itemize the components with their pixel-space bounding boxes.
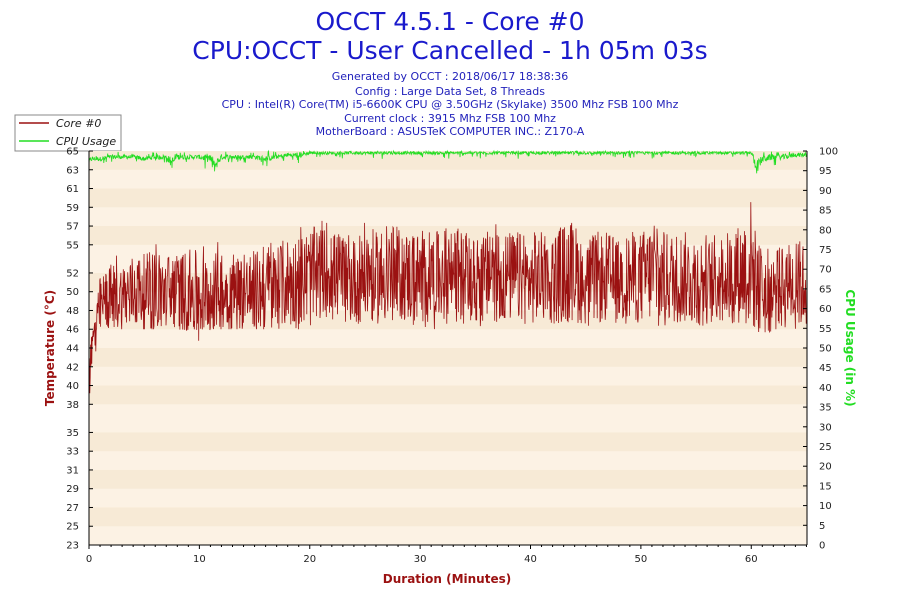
y-tick-label: 31 bbox=[66, 465, 79, 476]
y-tick-label: 63 bbox=[66, 165, 79, 176]
y-tick-label: 57 bbox=[66, 222, 79, 233]
y-tick-label: 29 bbox=[66, 484, 79, 495]
y-tick-label: 52 bbox=[66, 268, 79, 279]
x-tick-label: 40 bbox=[524, 554, 537, 565]
legend-label-core: Core #0 bbox=[56, 117, 101, 130]
core-temperature-series bbox=[88, 202, 808, 394]
legend-label-usage: CPU Usage bbox=[56, 135, 116, 148]
y2-tick-label: 100 bbox=[819, 147, 838, 158]
chart-title: OCCT 4.5.1 - Core #0 bbox=[316, 7, 585, 36]
y2-axis-label: CPU Usage (in %) bbox=[843, 289, 857, 406]
y-tick-label: 25 bbox=[66, 522, 79, 533]
chart-subtitle: CPU:OCCT - User Cancelled - 1h 05m 03s bbox=[192, 36, 707, 65]
y2-tick-label: 70 bbox=[819, 265, 832, 276]
y-tick-label: 27 bbox=[66, 503, 79, 514]
y2-tick-label: 30 bbox=[819, 422, 832, 433]
y2-tick-label: 35 bbox=[819, 403, 832, 414]
plot-band bbox=[89, 385, 807, 405]
y2-tick-label: 95 bbox=[819, 166, 832, 177]
info-generated: Generated by OCCT : 2018/06/17 18:38:36 bbox=[332, 70, 569, 83]
y-tick-label: 38 bbox=[66, 400, 79, 411]
y-tick-label: 33 bbox=[66, 447, 79, 458]
y-tick-label: 44 bbox=[66, 344, 79, 355]
y-tick-label: 65 bbox=[66, 147, 79, 158]
x-tick-label: 0 bbox=[86, 554, 92, 565]
y-axis-label: Temperature (°C) bbox=[43, 290, 57, 406]
cpu-usage-series bbox=[88, 149, 808, 174]
y2-tick-label: 90 bbox=[819, 186, 832, 197]
y-tick-label: 59 bbox=[66, 203, 79, 214]
series-line-core-0 bbox=[88, 202, 808, 394]
info-cpu: CPU : Intel(R) Core(TM) i5-6600K CPU @ 3… bbox=[222, 98, 679, 111]
y-tick-label: 23 bbox=[66, 541, 79, 552]
right-axis-ticks: 0 5 10 15 20 25 30 35 40 45 50 55 60 65 70 75 80 85 90 95 10… bbox=[803, 147, 838, 552]
y2-tick-label: 85 bbox=[819, 206, 832, 217]
y-tick-label: 48 bbox=[66, 306, 79, 317]
plot-band bbox=[89, 432, 807, 452]
series-line-cpu-usage bbox=[88, 149, 808, 174]
y2-tick-label: 45 bbox=[819, 363, 832, 374]
x-tick-label: 10 bbox=[193, 554, 206, 565]
y2-tick-label: 50 bbox=[819, 344, 832, 355]
y2-tick-label: 80 bbox=[819, 225, 832, 236]
y-tick-label: 42 bbox=[66, 362, 79, 373]
plot-band bbox=[89, 226, 807, 245]
plot-band bbox=[89, 469, 807, 489]
plot-band bbox=[89, 507, 807, 527]
plot-band bbox=[89, 188, 807, 208]
y2-tick-label: 15 bbox=[819, 481, 832, 492]
y2-tick-label: 0 bbox=[819, 541, 825, 552]
y2-tick-label: 75 bbox=[819, 245, 832, 256]
x-tick-label: 30 bbox=[414, 554, 427, 565]
x-axis-ticks: 0 10 20 30 40 50 60 bbox=[86, 545, 807, 565]
y2-tick-label: 5 bbox=[819, 521, 825, 532]
legend-box bbox=[14, 114, 122, 152]
y2-tick-label: 55 bbox=[819, 324, 832, 335]
x-axis-label: Duration (Minutes) bbox=[383, 572, 511, 586]
y-tick-label: 40 bbox=[66, 381, 79, 392]
y2-tick-label: 60 bbox=[819, 304, 832, 315]
left-axis-ticks: 23 25 27 29 31 33 35 38 40 42 44 46 48 50 52 55 57 59 61 63… bbox=[66, 147, 93, 552]
y-tick-label: 50 bbox=[66, 287, 79, 298]
info-motherboard: MotherBoard : ASUSTeK COMPUTER INC.: Z17… bbox=[316, 125, 585, 138]
y2-tick-label: 25 bbox=[819, 442, 832, 453]
y2-tick-label: 20 bbox=[819, 462, 832, 473]
x-tick-label: 50 bbox=[635, 554, 648, 565]
x-tick-label: 60 bbox=[745, 554, 758, 565]
y2-tick-label: 40 bbox=[819, 383, 832, 394]
info-config: Config : Large Data Set, 8 Threads bbox=[355, 85, 545, 98]
y-tick-label: 46 bbox=[66, 325, 79, 336]
x-tick-label: 20 bbox=[303, 554, 316, 565]
y2-tick-label: 65 bbox=[819, 284, 832, 295]
y2-tick-label: 10 bbox=[819, 501, 832, 512]
y-tick-label: 55 bbox=[66, 240, 79, 251]
info-current-clock: Current clock : 3915 Mhz FSB 100 Mhz bbox=[344, 112, 556, 125]
legend: Core #0 CPU Usage bbox=[14, 114, 122, 152]
plot-band bbox=[89, 348, 807, 367]
y-tick-label: 61 bbox=[66, 184, 79, 195]
y-tick-label: 35 bbox=[66, 428, 79, 439]
